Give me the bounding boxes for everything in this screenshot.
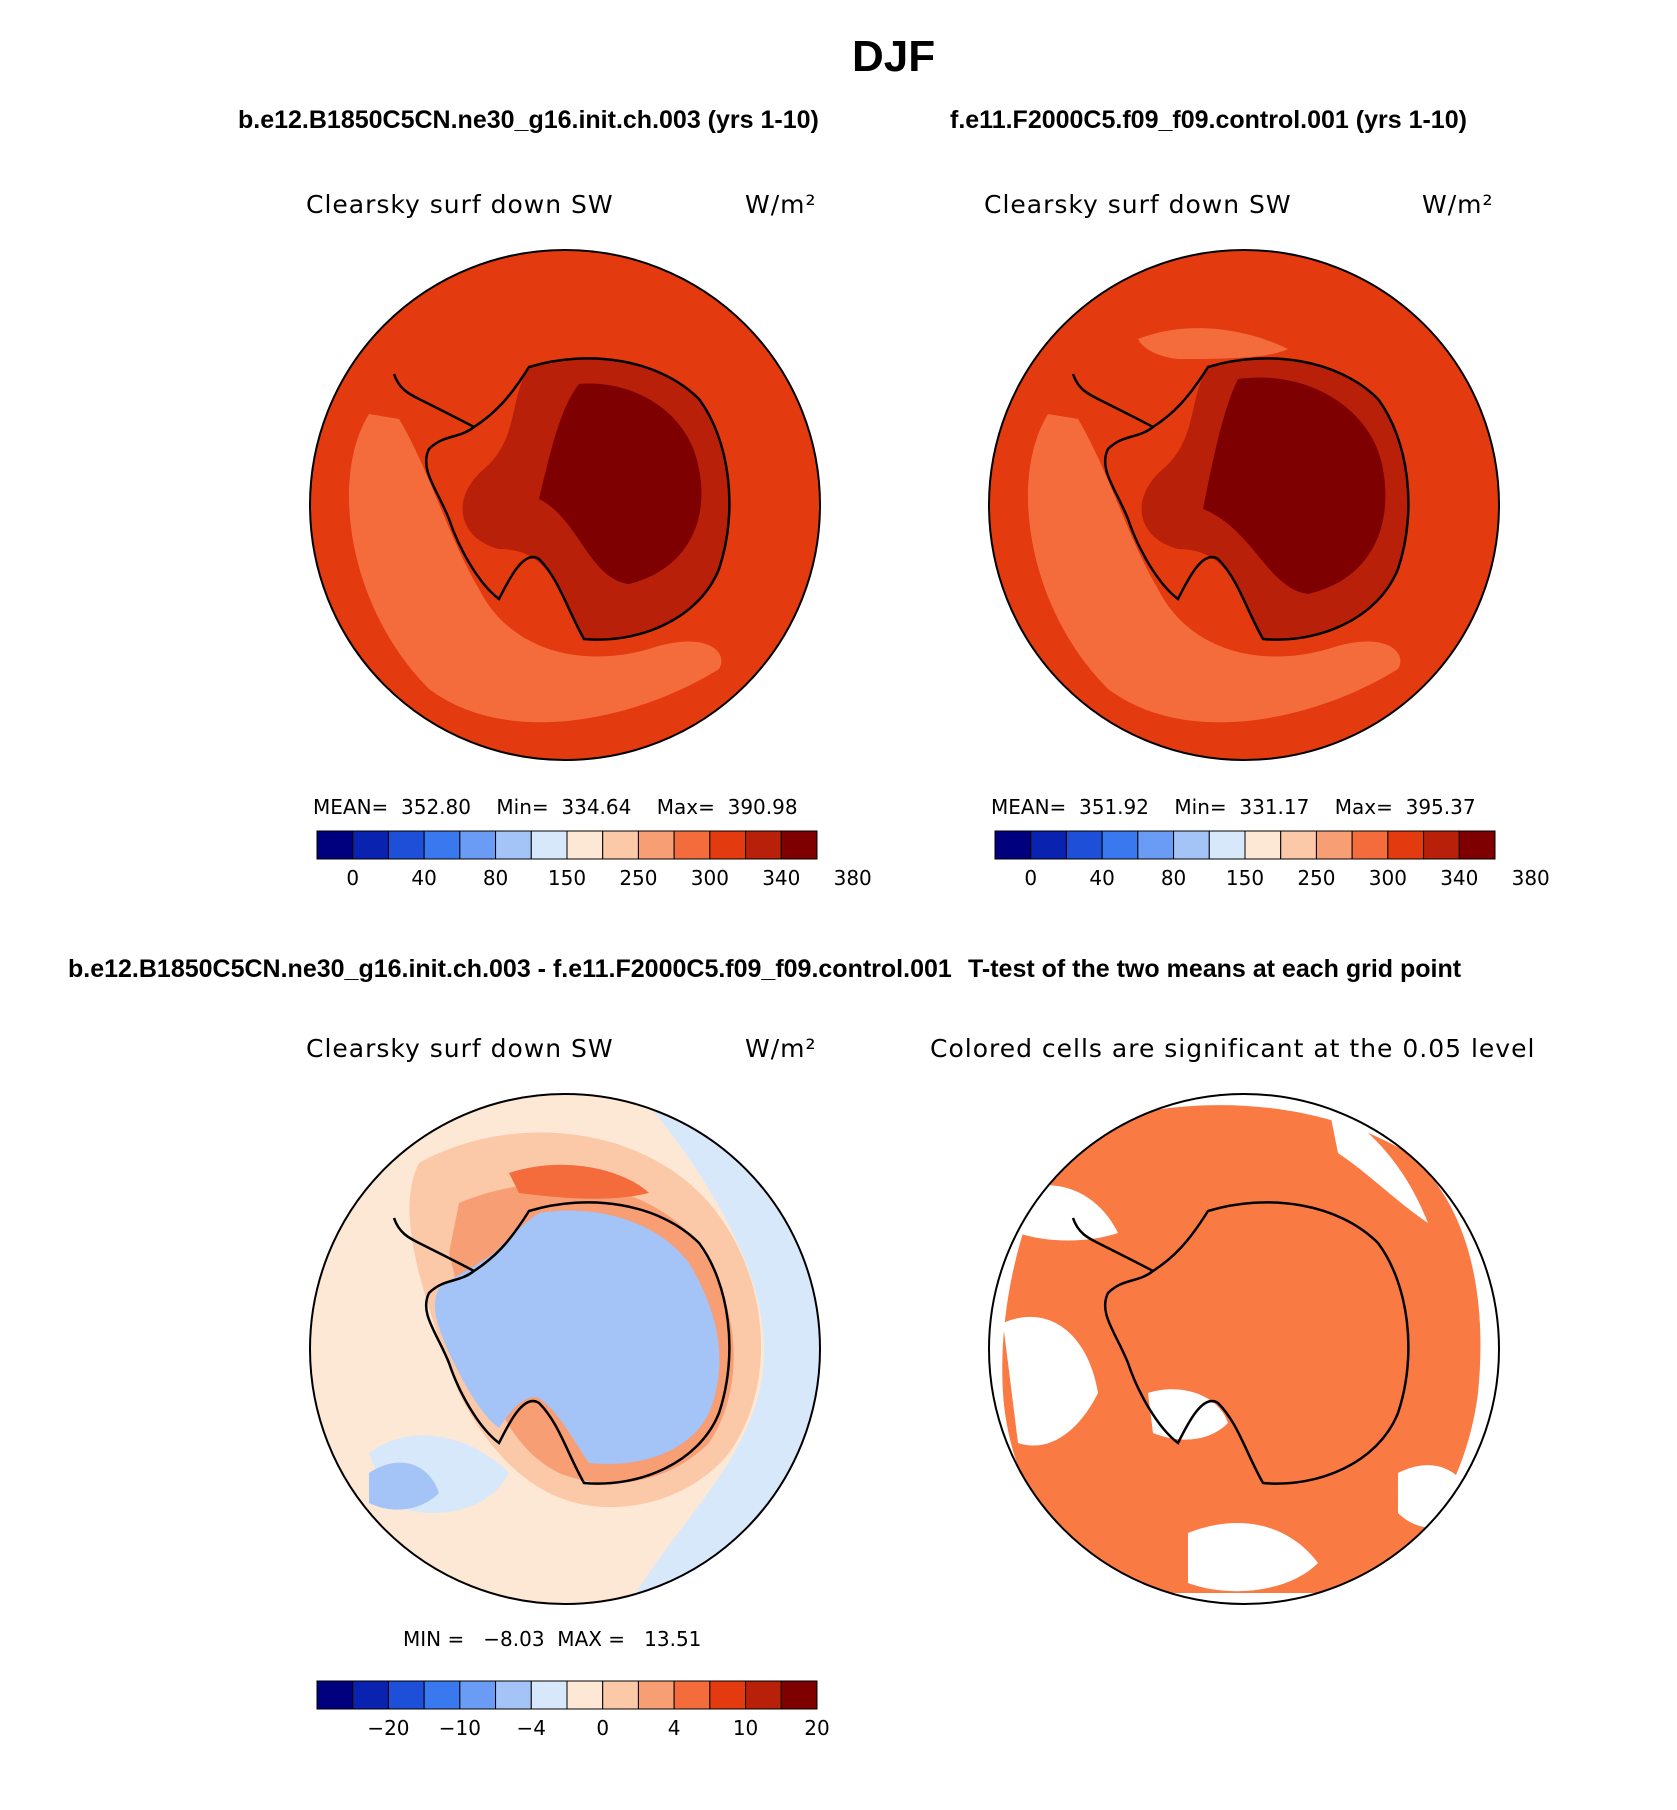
map-panel-1 [309, 249, 821, 761]
colorbar-swatch [673, 1680, 711, 1710]
colorbar-panel3 [316, 1680, 818, 1710]
panel1-variable: Clearsky surf down SW [306, 190, 614, 219]
colorbar-swatch [459, 830, 497, 860]
colorbar-tick-label: 380 [1511, 866, 1550, 890]
colorbar-tick-label: 10 [732, 1716, 759, 1740]
diff-title: b.e12.B1850C5CN.ne30_g16.init.ch.003 - f… [68, 955, 952, 983]
map-panel-2 [988, 249, 1500, 761]
colorbar-tick-label: 300 [1368, 866, 1407, 890]
panel2-stats: MEAN= 351.92 Min= 331.17 Max= 395.37 [991, 795, 1476, 819]
panel3-units: W/m² [745, 1034, 817, 1063]
colorbar-tick-label: 250 [619, 866, 658, 890]
colorbar-swatch [1244, 830, 1282, 860]
colorbar-swatch [530, 830, 568, 860]
peninsula [392, 373, 475, 429]
map-panel-4 [988, 1093, 1500, 1605]
case1-title: b.e12.B1850C5CN.ne30_g16.init.ch.003 (yr… [238, 106, 819, 134]
colorbar-swatch [709, 830, 747, 860]
colorbar-tick-label: 40 [411, 866, 437, 890]
colorbar-swatch [352, 830, 389, 860]
colorbar-panel2-ticks: 0 40 80 150 250 300 340 380 [995, 866, 1549, 892]
colorbar-tick-label: 150 [1225, 866, 1265, 890]
significant-region [1002, 1105, 1481, 1593]
colorbar-swatch [495, 830, 532, 860]
panel4-subtitle: Colored cells are significant at the 0.0… [930, 1034, 1536, 1063]
colorbar-tick-label: 340 [762, 866, 801, 890]
colorbar-swatch [1065, 830, 1103, 860]
colorbar-swatch [994, 830, 1032, 860]
colorbar-swatch [566, 830, 604, 860]
colorbar-panel3-ticks: −20 −10 −4 0 4 10 20 [317, 1716, 829, 1742]
colorbar-tick-label: −4 [516, 1716, 547, 1740]
colorbar-tick-label: 80 [482, 866, 509, 890]
colorbar-swatch [637, 830, 675, 860]
colorbar-tick-label: 340 [1440, 866, 1479, 890]
low-flux-band [349, 414, 722, 723]
colorbar-tick-label: −10 [438, 1716, 481, 1740]
figure-title: DJF [852, 32, 936, 81]
colorbar-tick-label: 380 [833, 866, 872, 890]
colorbar-swatch [709, 1680, 747, 1710]
panel1-units: W/m² [745, 190, 817, 219]
colorbar-tick-label: 250 [1297, 866, 1336, 890]
colorbar-swatch [1101, 830, 1139, 860]
colorbar-swatch [673, 830, 711, 860]
colorbar-swatch [1315, 830, 1353, 860]
colorbar-panel1 [316, 830, 818, 860]
colorbar-tick-label: 0 [596, 1716, 610, 1740]
case2-title: f.e11.F2000C5.f09_f09.control.001 (yrs 1… [950, 106, 1467, 134]
panel2-variable: Clearsky surf down SW [984, 190, 1292, 219]
colorbar-tick-label: 300 [690, 866, 729, 890]
colorbar-swatch [352, 1680, 389, 1710]
panel2-units: W/m² [1422, 190, 1494, 219]
colorbar-swatch [1280, 830, 1317, 860]
colorbar-tick-label: −20 [367, 1716, 410, 1740]
colorbar-swatch [530, 1680, 568, 1710]
colorbar-swatch [316, 1680, 354, 1710]
colorbar-swatch [1387, 830, 1425, 860]
colorbar-tick-label: 0 [1024, 866, 1038, 890]
colorbar-swatch [1351, 830, 1389, 860]
colorbar-swatch [1458, 830, 1496, 860]
colorbar-swatch [459, 1680, 497, 1710]
colorbar-swatch [387, 1680, 425, 1710]
colorbar-swatch [1423, 830, 1460, 860]
colorbar-swatch [387, 830, 425, 860]
panel3-stats: MIN = −8.03 MAX = 13.51 [403, 1627, 702, 1651]
coastline [424, 357, 731, 641]
colorbar-swatch [745, 1680, 782, 1710]
colorbar-panel1-ticks: 0 40 80 150 250 300 340 380 [317, 866, 871, 892]
colorbar-swatch [423, 1680, 461, 1710]
east-plateau [539, 383, 702, 584]
colorbar-swatch [316, 830, 354, 860]
colorbar-panel2 [994, 830, 1496, 860]
colorbar-swatch [566, 1680, 604, 1710]
ttest-title: T-test of the two means at each grid poi… [968, 955, 1462, 983]
colorbar-swatch [1208, 830, 1246, 860]
colorbar-swatch [780, 830, 818, 860]
colorbar-swatch [1137, 830, 1175, 860]
panel1-stats: MEAN= 352.80 Min= 334.64 Max= 390.98 [313, 795, 798, 819]
colorbar-tick-label: 40 [1089, 866, 1115, 890]
map-border [309, 249, 821, 761]
colorbar-swatch [780, 1680, 818, 1710]
colorbar-swatch [423, 830, 461, 860]
colorbar-swatch [602, 830, 639, 860]
colorbar-swatch [495, 1680, 532, 1710]
colorbar-tick-label: 20 [804, 1716, 830, 1740]
colorbar-swatch [602, 1680, 639, 1710]
colorbar-swatch [1030, 830, 1067, 860]
colorbar-tick-label: 0 [346, 866, 360, 890]
colorbar-swatch [637, 1680, 675, 1710]
colorbar-swatch [745, 830, 782, 860]
colorbar-tick-label: 150 [547, 866, 587, 890]
colorbar-tick-label: 4 [667, 1716, 681, 1740]
colorbar-swatch [1173, 830, 1210, 860]
colorbar-tick-label: 80 [1160, 866, 1187, 890]
map-panel-3 [309, 1093, 821, 1605]
panel3-variable: Clearsky surf down SW [306, 1034, 614, 1063]
